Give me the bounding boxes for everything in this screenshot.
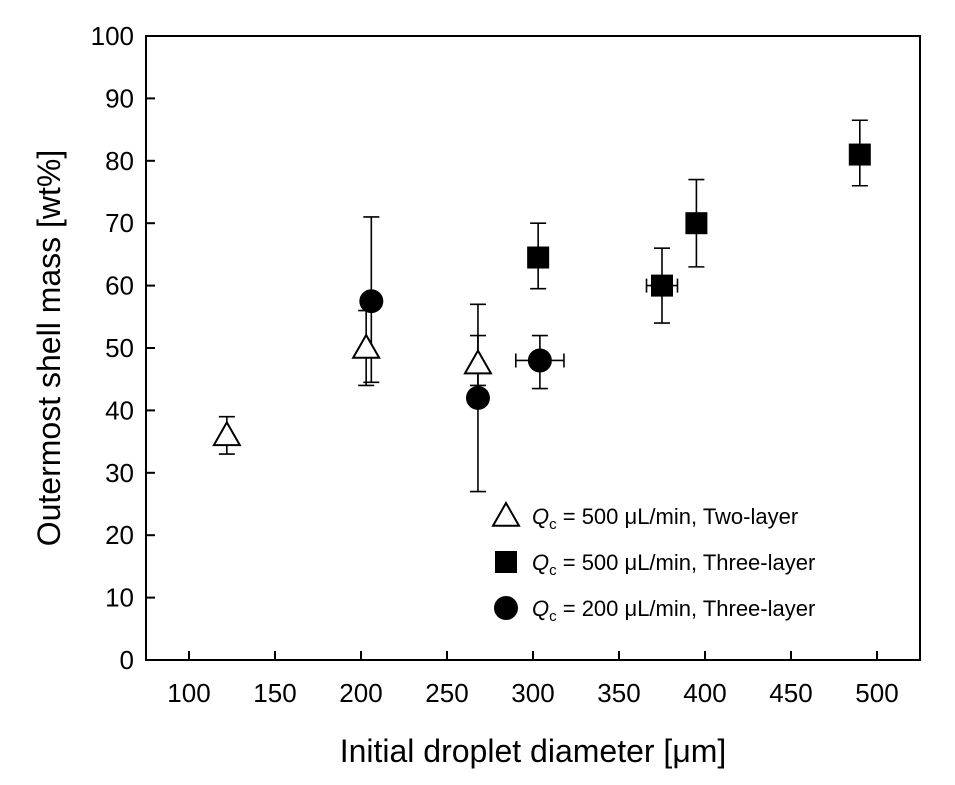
data-point [848,143,871,166]
x-tick-label: 300 [511,678,554,708]
x-tick-label: 500 [855,678,898,708]
x-axis-title: Initial droplet diameter [μm] [340,733,727,769]
y-tick-label: 0 [120,645,134,675]
data-point [351,332,381,359]
data-point [465,385,490,410]
x-tick-label: 150 [253,678,296,708]
y-tick-label: 90 [105,83,134,113]
legend: Qc = 500 μL/min, Two-layer Qc = 500 μL/mi… [491,500,815,625]
y-tick-label: 10 [105,583,134,613]
y-tick-label: 40 [105,395,134,425]
y-tick-label: 50 [105,333,134,363]
data-point [527,348,552,373]
y-tick-label: 70 [105,208,134,238]
y-axis-title: Outermost shell mass [wt%] [31,150,67,547]
x-tick-label: 250 [425,678,468,708]
legend-marker [494,596,518,620]
x-tick-label: 200 [339,678,382,708]
y-tick-label: 20 [105,520,134,550]
legend-marker [491,500,521,527]
y-tick-label: 60 [105,271,134,301]
legend-marker [495,551,517,573]
x-tick-label: 450 [769,678,812,708]
data-point [359,289,384,314]
data-point [685,212,708,235]
y-tick-label: 80 [105,146,134,176]
y-tick-label: 100 [91,21,134,51]
x-tick-label: 400 [683,678,726,708]
data-point [651,274,673,297]
x-tick-label: 350 [597,678,640,708]
data-point [463,348,493,375]
legend-label: Qc = 200 μL/min, Three-layer [532,596,815,625]
data-point [212,420,242,447]
legend-label: Qc = 500 μL/min, Two-layer [532,504,798,533]
y-tick-label: 30 [105,458,134,488]
data-point [527,246,550,269]
legend-label: Qc = 500 μL/min, Three-layer [532,550,815,579]
x-tick-label: 100 [167,678,210,708]
